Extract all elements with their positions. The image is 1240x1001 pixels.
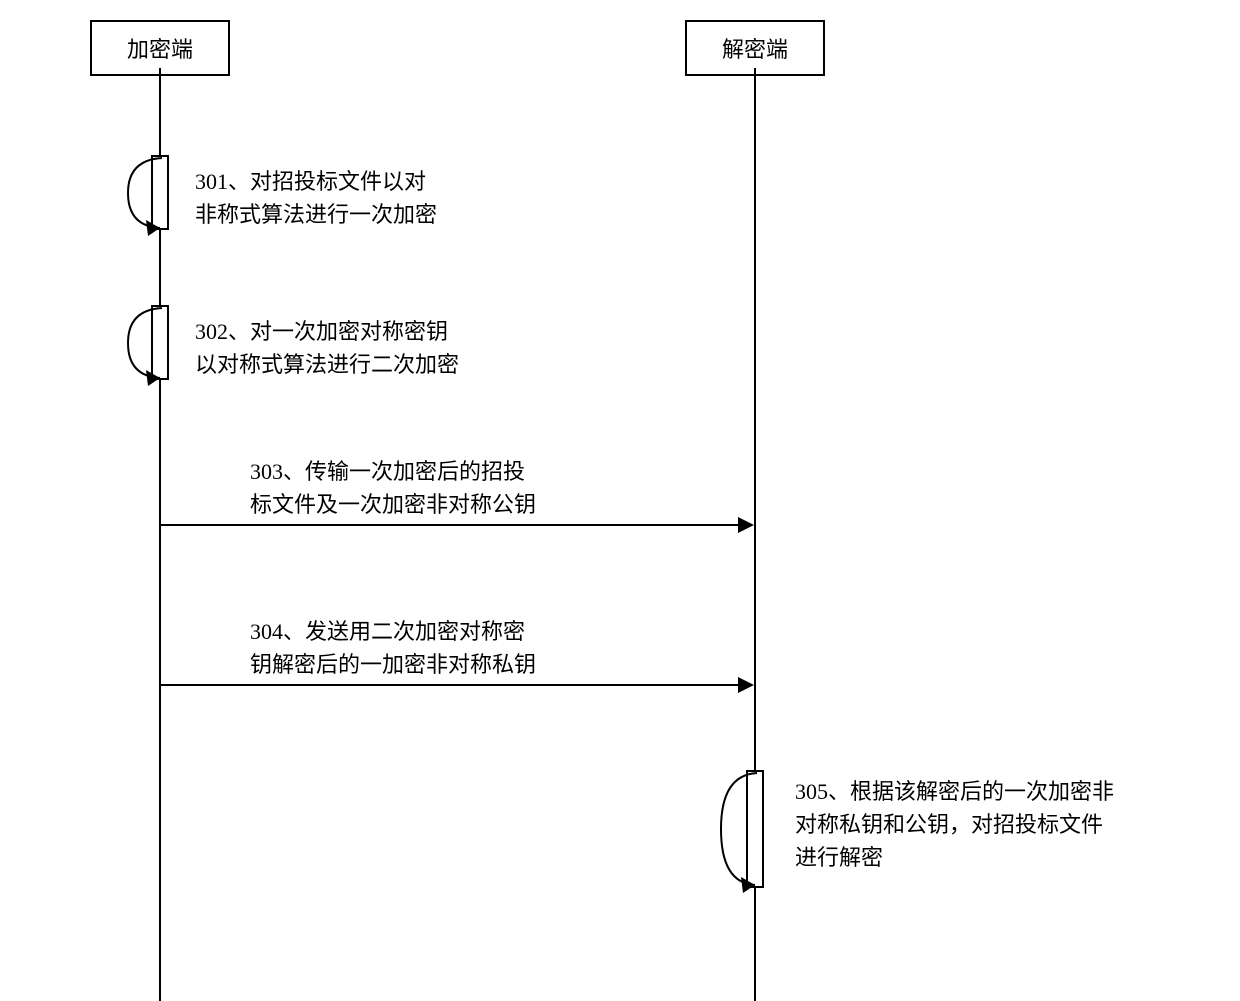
- message-305-label: 305、根据该解密后的一次加密非 对称私钥和公钥，对招投标文件 进行解密: [795, 775, 1114, 874]
- message-304-label: 304、发送用二次加密对称密 钥解密后的一加密非对称私钥: [250, 615, 536, 681]
- message-302-line1: 302、对一次加密对称密钥: [195, 315, 459, 348]
- participant-decrypt-label: 解密端: [722, 37, 788, 62]
- self-arrow-301: [120, 148, 170, 238]
- message-305-line2: 对称私钥和公钥，对招投标文件: [795, 808, 1114, 841]
- message-302-label: 302、对一次加密对称密钥 以对称式算法进行二次加密: [195, 315, 459, 381]
- self-arrow-305: [713, 763, 765, 896]
- message-302-line2: 以对称式算法进行二次加密: [195, 348, 459, 381]
- arrow-304: [160, 684, 740, 686]
- message-301-line2: 非称式算法进行一次加密: [195, 198, 437, 231]
- message-301-line1: 301、对招投标文件以对: [195, 165, 437, 198]
- message-305-line1: 305、根据该解密后的一次加密非: [795, 775, 1114, 808]
- self-arrow-302: [120, 298, 170, 388]
- message-305-line3: 进行解密: [795, 841, 1114, 874]
- arrow-304-head: [738, 677, 754, 693]
- message-301-label: 301、对招投标文件以对 非称式算法进行一次加密: [195, 165, 437, 231]
- message-303-label: 303、传输一次加密后的招投 标文件及一次加密非对称公钥: [250, 455, 536, 521]
- participant-encrypt-label: 加密端: [127, 37, 193, 62]
- arrow-303-head: [738, 517, 754, 533]
- message-303-line2: 标文件及一次加密非对称公钥: [250, 488, 536, 521]
- message-304-line2: 钥解密后的一加密非对称私钥: [250, 648, 536, 681]
- message-303-line1: 303、传输一次加密后的招投: [250, 455, 536, 488]
- message-304-line1: 304、发送用二次加密对称密: [250, 615, 536, 648]
- arrow-303: [160, 524, 740, 526]
